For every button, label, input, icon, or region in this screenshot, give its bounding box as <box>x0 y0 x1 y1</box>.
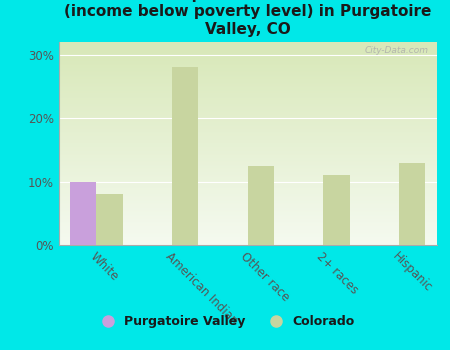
Bar <box>248 166 274 245</box>
Text: City-Data.com: City-Data.com <box>365 46 429 55</box>
Bar <box>172 68 198 245</box>
Bar <box>96 194 123 245</box>
Title: Breakdown of poor residents within races
(income below poverty level) in Purgato: Breakdown of poor residents within races… <box>64 0 431 37</box>
Legend: Purgatoire Valley, Colorado: Purgatoire Valley, Colorado <box>90 310 360 333</box>
Bar <box>399 162 425 245</box>
Bar <box>323 175 350 245</box>
Bar <box>70 182 96 245</box>
